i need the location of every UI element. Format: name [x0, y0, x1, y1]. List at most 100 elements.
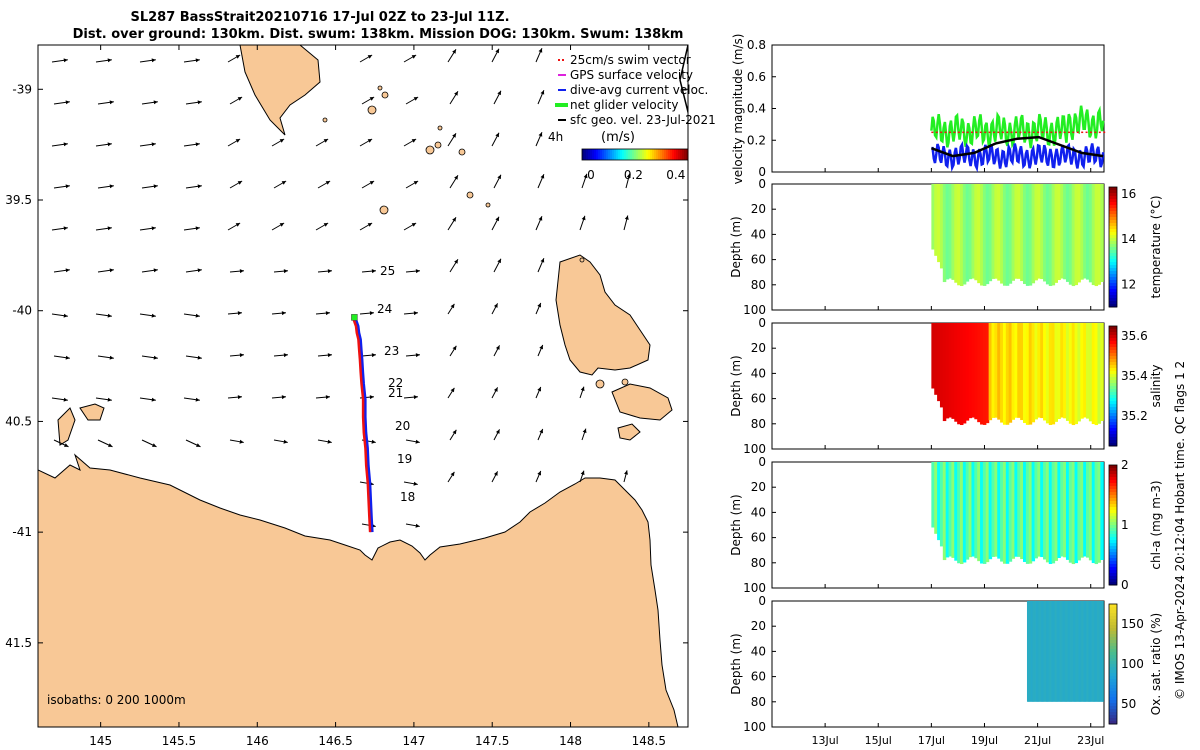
profile-cell — [980, 323, 984, 425]
islet — [379, 205, 389, 215]
map-x-tick-label: 148.5 — [632, 734, 666, 748]
profile-cell — [1008, 323, 1013, 423]
velocity-arrow-head — [369, 311, 374, 316]
small-islets — [322, 85, 629, 389]
velocity-arrow-head — [235, 139, 241, 143]
profile-colorbar-cell — [1109, 277, 1117, 281]
velocity-arrow-head — [539, 344, 543, 350]
velocity-arrow-head — [580, 386, 585, 392]
profile-cell — [988, 462, 993, 560]
velocity-arrow-head — [539, 428, 543, 434]
velocity-arrow-head — [239, 269, 244, 274]
map-y-tick-label: 40.5 — [5, 414, 32, 428]
velocity-arrow-head — [323, 139, 329, 143]
map-y-tick-label: 39.5 — [5, 193, 32, 207]
profile-panel-salinity: 0 20 40 60 80 100 Depth (m) 35.6 35.4 35.2salinit… — [729, 316, 1163, 456]
profile-colorbar-cell — [1109, 298, 1117, 302]
colorbar-cell — [666, 149, 669, 160]
profile-cell — [1058, 601, 1061, 702]
profile-cell — [977, 462, 981, 562]
profile-colorbar-cell — [1109, 401, 1117, 405]
velocity-arrow-head — [107, 226, 112, 231]
velocity-arrow-head — [538, 48, 543, 53]
profile-colorbar-cell — [1109, 664, 1117, 668]
map-y-ticks: -39 39.5 -40 40.5 -41 41.5 — [5, 82, 688, 650]
colorbar-cell — [624, 149, 627, 160]
profile-cell — [960, 323, 964, 426]
profile-colorbar-cell — [1109, 607, 1117, 611]
profile-colorbar-cell — [1109, 501, 1117, 505]
velocity-arrow-head — [151, 58, 156, 63]
profile-cell — [1063, 462, 1067, 558]
profile-cell — [1081, 601, 1084, 702]
velocity-arrow-head — [327, 269, 332, 274]
colorbar-cell — [614, 149, 617, 160]
profile-cell — [1086, 601, 1089, 702]
velocity-arrow-head — [493, 471, 498, 476]
profile-cell — [980, 184, 984, 286]
profile-cell — [1086, 323, 1090, 419]
profile-colorbar-cell — [1109, 425, 1117, 429]
profile-cell — [974, 462, 978, 559]
profile-cell — [957, 462, 961, 564]
profile-colorbar-cell — [1109, 416, 1117, 420]
time-tick-label: 17Jul — [918, 734, 945, 747]
colorbar-cell — [588, 149, 591, 160]
profile-colorbar-cell — [1109, 564, 1117, 568]
glider-track-current — [352, 316, 374, 533]
profile-colorbar-cell — [1109, 440, 1117, 444]
velocity-arrow-head — [63, 397, 68, 402]
velocity-arrow-head — [411, 139, 417, 143]
profile-y-tick-label: 0 — [758, 594, 766, 608]
profile-cell — [1080, 462, 1084, 558]
profile-cell — [1073, 601, 1076, 702]
profile-cell — [974, 184, 978, 281]
profile-cell — [1033, 601, 1036, 702]
profile-cell — [1091, 184, 1096, 286]
velocity-arrow-head — [63, 58, 68, 63]
colorbar-cell — [646, 149, 649, 160]
profile-colorbar-cell — [1109, 468, 1117, 472]
profile-cell — [1071, 323, 1076, 426]
colorbar-cell — [584, 149, 587, 160]
velocity-arrow-head — [538, 216, 543, 221]
profile-colorbar-cell — [1109, 383, 1117, 387]
profile-colorbar-cell — [1109, 561, 1117, 565]
profile-colorbar-cell — [1109, 510, 1117, 514]
colorbar-cell — [632, 149, 635, 160]
map-frame — [37, 44, 689, 728]
colorbar-cell — [654, 149, 657, 160]
profile-cell — [1094, 184, 1099, 287]
profile-colorbar-tick: 0 — [1121, 578, 1129, 592]
colorbar-cell — [598, 149, 601, 160]
colorbar-cell — [594, 149, 597, 160]
velocity-arrow-head — [239, 439, 244, 444]
profile-cell — [1020, 184, 1024, 282]
profile-colorbar-tick: 35.2 — [1121, 409, 1148, 423]
profile-cell — [977, 184, 981, 284]
profile-colorbar-cell — [1109, 640, 1117, 644]
profile-colorbar-cell — [1109, 374, 1117, 378]
profile-colorbar-cell — [1109, 235, 1117, 239]
profile-cell — [1088, 323, 1093, 422]
profile-y-tick-label: 40 — [751, 505, 766, 519]
profile-colorbar-cell — [1109, 540, 1117, 544]
profile-cell — [1031, 462, 1036, 562]
profile-cell — [1047, 601, 1050, 702]
profile-cell — [985, 462, 990, 563]
profile-cell — [945, 184, 950, 280]
profile-ylabel: Depth (m) — [729, 216, 743, 277]
colorbar-cell — [582, 149, 585, 160]
day-label: 25 — [380, 264, 395, 278]
profile-cell — [994, 184, 998, 279]
colorbar-tick-label: 0.2 — [624, 168, 643, 182]
colorbar-cell — [608, 149, 611, 160]
velocity-arrow-head — [109, 268, 114, 273]
profile-cell — [980, 462, 984, 564]
profile-cell — [951, 462, 955, 558]
islet — [458, 148, 466, 156]
profile-cell — [937, 462, 941, 541]
profile-colorbar-tick: 35.4 — [1121, 369, 1148, 383]
profile-cell — [954, 462, 958, 561]
